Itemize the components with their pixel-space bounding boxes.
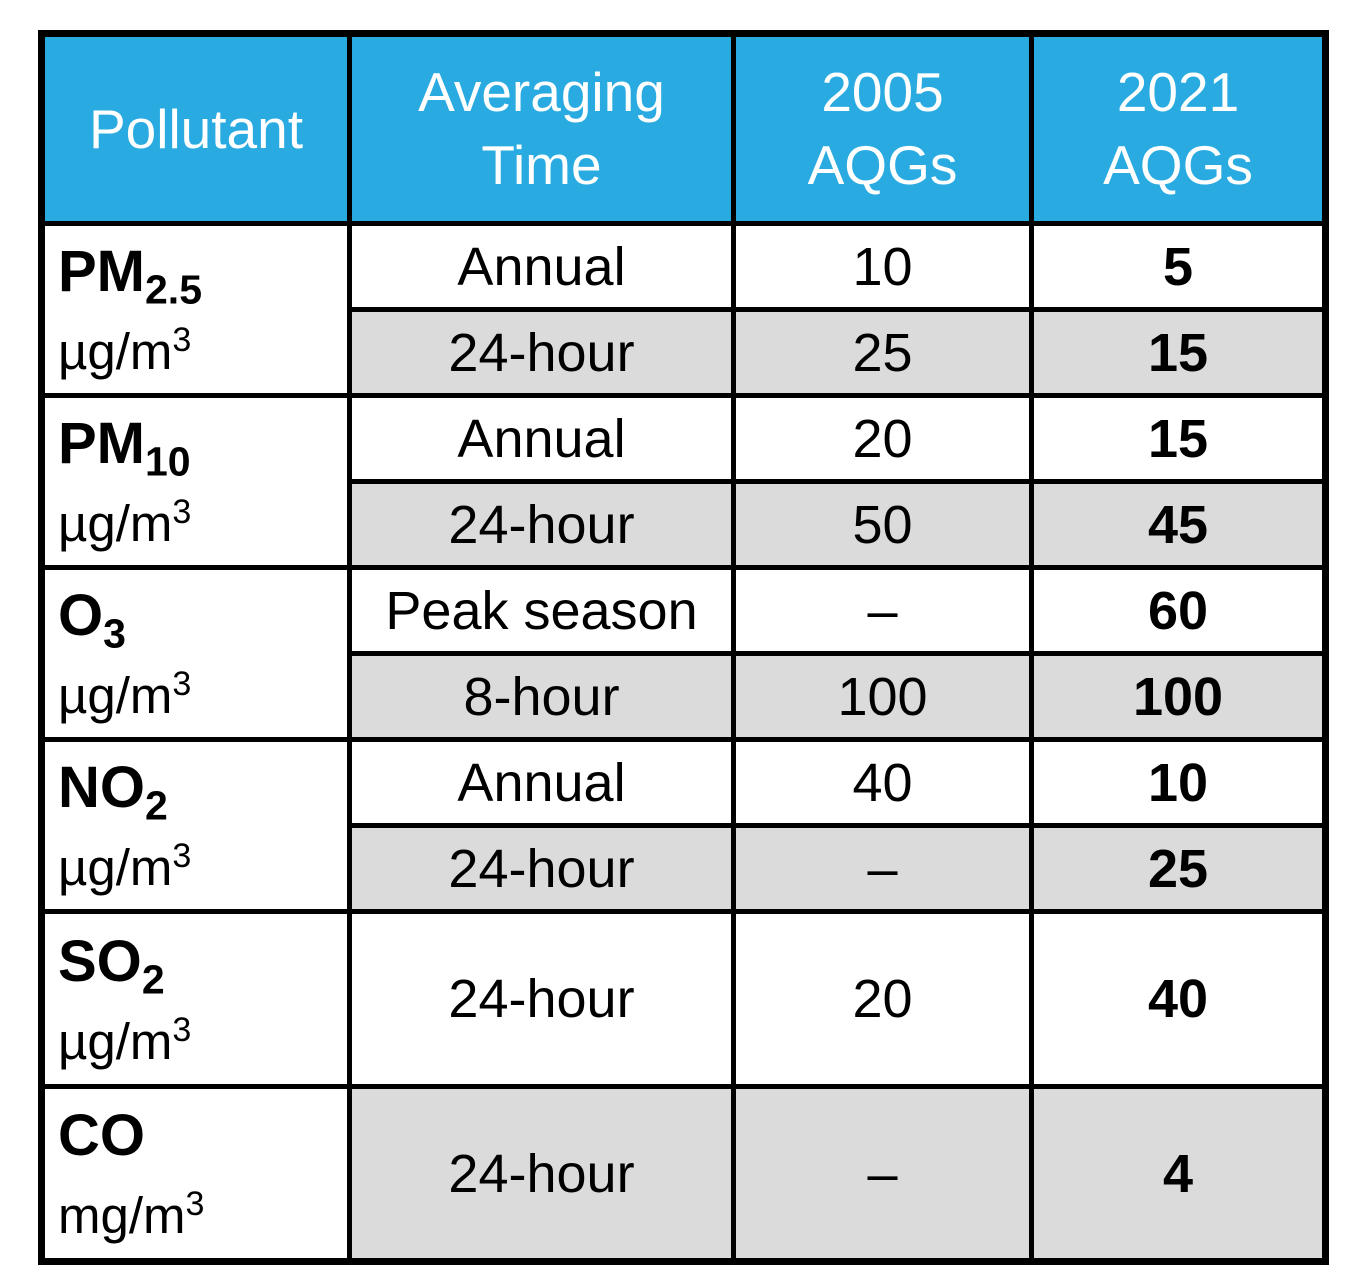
cell-o3-8hour-time: 8-hour xyxy=(347,651,736,742)
cell-no2-annual-time: Annual xyxy=(347,737,736,828)
table-row: SO2 µg/m3 24-hour 20 40 xyxy=(39,909,1328,1089)
cell-no2-24hour-2005: – xyxy=(731,823,1034,914)
pollutant-unit: µg/m3 xyxy=(58,837,192,897)
table-row: 24-hour 25 15 xyxy=(42,307,1328,398)
table-row: PM10 µg/m3 Annual 20 15 xyxy=(39,393,1328,570)
cell-pm25-24hour-time: 24-hour xyxy=(347,307,736,398)
pollutant-name: CO xyxy=(58,1103,145,1169)
pollutant-cell-no2: NO2 µg/m3 xyxy=(39,737,352,914)
cell-pm10-annual-2021: 15 xyxy=(1029,393,1328,484)
cell-pm10-annual-2005: 20 xyxy=(731,393,1034,484)
cell-no2-24hour-2021: 25 xyxy=(1029,823,1328,914)
table-row: NO2 µg/m3 Annual 40 10 xyxy=(39,737,1328,914)
cell-pm10-24hour-2021: 45 xyxy=(1029,479,1328,570)
pollutant-name: PM10 xyxy=(58,411,191,485)
pollutant-unit: µg/m3 xyxy=(58,1010,192,1070)
column-header-2005-aqgs: 2005 AQGs xyxy=(731,31,1034,226)
pollutant-cell-so2: SO2 µg/m3 xyxy=(39,909,352,1089)
cell-o3-peakseason-2021: 60 xyxy=(1029,565,1328,656)
cell-no2-annual-2005: 40 xyxy=(731,737,1034,828)
pollutant-name: PM2.5 xyxy=(58,239,202,313)
pollutant-unit: µg/m3 xyxy=(58,665,192,725)
cell-so2-24hour-time: 24-hour xyxy=(347,909,736,1089)
pollutant-cell-o3: O3 µg/m3 xyxy=(39,565,352,742)
pollutant-cell-co: CO mg/m3 xyxy=(39,1084,352,1264)
aqg-table: Pollutant Averaging Time 2005 AQGs 2021 … xyxy=(38,30,1329,1265)
cell-so2-24hour-2005: 20 xyxy=(731,909,1034,1089)
pollutant-cell-pm10: PM10 µg/m3 xyxy=(39,393,352,570)
table-row: 24-hour 50 45 xyxy=(42,479,1328,570)
cell-pm25-annual-time: Annual xyxy=(347,221,736,312)
table-row: 24-hour – 25 xyxy=(42,823,1328,914)
pollutant-name: NO2 xyxy=(58,755,168,829)
cell-o3-8hour-2005: 100 xyxy=(731,651,1034,742)
cell-pm10-24hour-time: 24-hour xyxy=(347,479,736,570)
cell-o3-peakseason-time: Peak season xyxy=(347,565,736,656)
cell-co-24hour-2021: 4 xyxy=(1029,1084,1328,1264)
table-row: CO mg/m3 24-hour – 4 xyxy=(39,1084,1328,1264)
cell-o3-8hour-2021: 100 xyxy=(1029,651,1328,742)
cell-pm25-annual-2021: 5 xyxy=(1029,221,1328,312)
header-row: Pollutant Averaging Time 2005 AQGs 2021 … xyxy=(39,31,1328,226)
column-header-2021-aqgs: 2021 AQGs xyxy=(1029,31,1328,226)
pollutant-name: O3 xyxy=(58,583,126,657)
cell-o3-peakseason-2005: – xyxy=(731,565,1034,656)
pollutant-name: SO2 xyxy=(58,928,165,1003)
cell-co-24hour-time: 24-hour xyxy=(347,1084,736,1264)
column-header-averaging-time: Averaging Time xyxy=(347,31,736,226)
column-header-pollutant: Pollutant xyxy=(39,31,352,226)
cell-so2-24hour-2021: 40 xyxy=(1029,909,1328,1089)
cell-pm25-24hour-2005: 25 xyxy=(731,307,1034,398)
cell-pm10-annual-time: Annual xyxy=(347,393,736,484)
table-row: PM2.5 µg/m3 Annual 10 5 xyxy=(39,221,1328,398)
cell-pm25-annual-2005: 10 xyxy=(731,221,1034,312)
table-row: O3 µg/m3 Peak season – 60 xyxy=(39,565,1328,742)
pollutant-cell-pm25: PM2.5 µg/m3 xyxy=(39,221,352,398)
cell-co-24hour-2005: – xyxy=(731,1084,1034,1264)
pollutant-unit: µg/m3 xyxy=(58,493,192,553)
cell-no2-annual-2021: 10 xyxy=(1029,737,1328,828)
pollutant-unit: mg/m3 xyxy=(58,1185,205,1245)
table-row: 8-hour 100 100 xyxy=(42,651,1328,742)
cell-pm10-24hour-2005: 50 xyxy=(731,479,1034,570)
pollutant-unit: µg/m3 xyxy=(58,321,192,381)
cell-pm25-24hour-2021: 15 xyxy=(1029,307,1328,398)
cell-no2-24hour-time: 24-hour xyxy=(347,823,736,914)
